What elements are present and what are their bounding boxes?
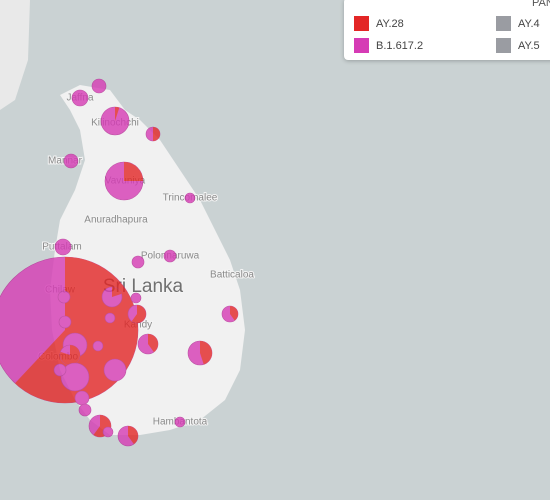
marker bbox=[57, 290, 71, 304]
marker bbox=[174, 416, 186, 428]
marker-slice bbox=[128, 426, 139, 445]
land bbox=[0, 0, 30, 110]
marker bbox=[54, 238, 72, 256]
marker bbox=[102, 426, 114, 438]
marker bbox=[53, 363, 67, 377]
marker-slice bbox=[230, 306, 238, 321]
legend-item[interactable]: AY.28 bbox=[354, 16, 404, 31]
marker bbox=[103, 358, 127, 382]
marker bbox=[91, 78, 107, 94]
marker bbox=[74, 390, 90, 406]
legend-item[interactable]: B.1.617.2 bbox=[354, 38, 423, 53]
marker bbox=[71, 89, 89, 107]
marker-slice bbox=[112, 287, 122, 297]
marker bbox=[60, 362, 90, 392]
place-label: Batticaloa bbox=[210, 270, 254, 281]
marker-slice bbox=[124, 162, 143, 181]
marker-slice bbox=[131, 305, 146, 323]
marker bbox=[130, 292, 142, 304]
marker-slice bbox=[59, 345, 80, 366]
legend-label: AY.5 bbox=[518, 39, 540, 52]
legend: PANGO AY.28 B.1.617.2 AY.4 AY.5 bbox=[344, 0, 550, 60]
marker bbox=[92, 340, 104, 352]
legend-swatch bbox=[354, 16, 369, 31]
place-label: Anuradhapura bbox=[84, 215, 148, 226]
marker bbox=[78, 403, 92, 417]
legend-swatch bbox=[496, 16, 511, 31]
legend-swatch bbox=[354, 38, 369, 53]
marker bbox=[104, 312, 116, 324]
legend-swatch bbox=[496, 38, 511, 53]
marker bbox=[58, 315, 72, 329]
legend-title: PANGO bbox=[532, 0, 550, 9]
marker-slice bbox=[115, 107, 120, 121]
markers bbox=[0, 78, 239, 447]
legend-label: B.1.617.2 bbox=[376, 39, 424, 52]
marker bbox=[163, 249, 177, 263]
legend-label: AY.28 bbox=[376, 17, 404, 30]
marker-slice bbox=[200, 341, 213, 365]
legend-label: AY.4 bbox=[518, 17, 540, 30]
marker-slice bbox=[148, 334, 159, 353]
marker bbox=[63, 153, 79, 169]
marker bbox=[184, 192, 196, 204]
legend-item[interactable]: AY.4 bbox=[496, 16, 540, 31]
marker bbox=[131, 255, 145, 269]
legend-item[interactable]: AY.5 bbox=[496, 38, 540, 53]
marker-slice bbox=[153, 127, 160, 141]
